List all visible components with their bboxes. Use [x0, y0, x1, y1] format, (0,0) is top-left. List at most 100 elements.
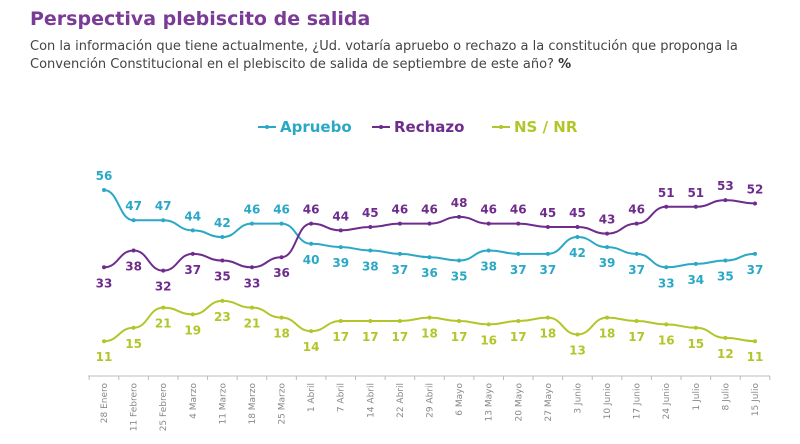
x-tick-label: 6 Mayo [455, 383, 465, 416]
data-point [634, 319, 639, 324]
data-point [753, 339, 757, 344]
data-point [131, 218, 136, 223]
data-label: 42 [569, 246, 586, 260]
chart-title: Perspectiva plebiscito de salida [30, 8, 371, 30]
data-label: 36 [273, 266, 290, 280]
data-label: 47 [125, 199, 142, 213]
x-tick-label: 10 Junio [603, 383, 613, 420]
x-tick-label: 25 Febrero [159, 383, 169, 432]
data-label: 11 [747, 350, 764, 364]
data-label: 45 [540, 206, 557, 220]
data-point [309, 329, 314, 334]
x-tick-label: 11 Marzo [218, 383, 228, 425]
data-point [102, 339, 106, 344]
data-point [693, 325, 698, 330]
data-label: 21 [244, 317, 261, 331]
data-label: 17 [392, 330, 409, 344]
data-point [664, 204, 669, 209]
data-point [605, 315, 610, 320]
data-point [605, 231, 610, 236]
data-label: 34 [687, 273, 704, 287]
x-tick-label: 27 Mayo [544, 383, 554, 422]
data-label: 51 [687, 186, 704, 200]
data-label: 37 [184, 263, 201, 277]
data-point [427, 315, 432, 320]
data-point [279, 255, 284, 260]
data-label: 40 [303, 253, 320, 267]
data-point [190, 228, 195, 233]
data-point [249, 305, 254, 310]
unit-label: % [558, 57, 572, 72]
data-label: 17 [451, 330, 468, 344]
data-point [575, 235, 580, 240]
data-point [516, 319, 521, 324]
data-point [102, 265, 106, 270]
data-point [309, 221, 314, 226]
data-point [131, 325, 136, 330]
x-tick-label: 3 Junio [573, 383, 583, 414]
subtitle-text: Con la información que tiene actualmente… [30, 39, 738, 72]
data-label: 45 [362, 206, 379, 220]
legend-marker-2 [499, 125, 503, 129]
data-point [161, 268, 166, 273]
legend-marker-0 [265, 125, 269, 129]
data-label: 15 [687, 337, 704, 351]
data-label: 19 [184, 323, 201, 337]
data-point [279, 315, 284, 320]
x-tick-label: 14 Abril [366, 383, 376, 418]
x-tick-label: 8 Julio [721, 383, 731, 411]
data-label: 16 [658, 333, 675, 347]
data-label: 37 [628, 263, 645, 277]
data-label: 14 [303, 340, 320, 354]
data-label: 37 [392, 263, 409, 277]
data-point [368, 248, 373, 253]
data-label: 39 [599, 256, 616, 270]
data-label: 38 [125, 259, 142, 273]
x-tick-label: 15 Julio [751, 383, 761, 417]
x-tick-label: 1 Julio [692, 383, 702, 411]
data-label: 38 [362, 259, 379, 273]
x-tick-label: 7 Abril [337, 383, 347, 412]
data-label: 46 [421, 203, 438, 217]
data-point [457, 258, 462, 263]
data-point [664, 265, 669, 270]
data-point [723, 258, 728, 263]
data-point [279, 221, 284, 226]
data-label: 46 [273, 203, 290, 217]
data-point [131, 248, 136, 253]
data-label: 46 [244, 203, 261, 217]
data-label: 17 [332, 330, 349, 344]
data-point [545, 251, 550, 256]
data-point [249, 221, 254, 226]
data-point [575, 332, 580, 337]
data-label: 46 [303, 203, 320, 217]
data-label: 44 [184, 209, 201, 223]
x-tick-label: 1 Abril [307, 383, 317, 412]
data-point [545, 224, 550, 229]
data-point [368, 224, 373, 229]
data-point [575, 224, 580, 229]
data-label: 51 [658, 186, 675, 200]
data-point [161, 218, 166, 223]
data-label: 33 [244, 276, 261, 290]
x-tick-label: 25 Marzo [278, 383, 288, 425]
data-point [220, 235, 225, 240]
data-point [516, 251, 521, 256]
x-tick-label: 28 Enero [100, 383, 110, 424]
data-point [693, 261, 698, 266]
legend-marker-1 [379, 125, 383, 129]
data-label: 42 [214, 216, 231, 230]
data-point [427, 255, 432, 260]
legend-label-0: Apruebo [280, 118, 352, 136]
data-point [457, 319, 462, 324]
data-label: 37 [540, 263, 557, 277]
data-point [309, 241, 314, 246]
data-label: 17 [628, 330, 645, 344]
data-point [634, 221, 639, 226]
data-point [516, 221, 521, 226]
data-label: 35 [451, 270, 468, 284]
data-label: 45 [569, 206, 586, 220]
data-label: 47 [155, 199, 172, 213]
data-label: 37 [510, 263, 527, 277]
